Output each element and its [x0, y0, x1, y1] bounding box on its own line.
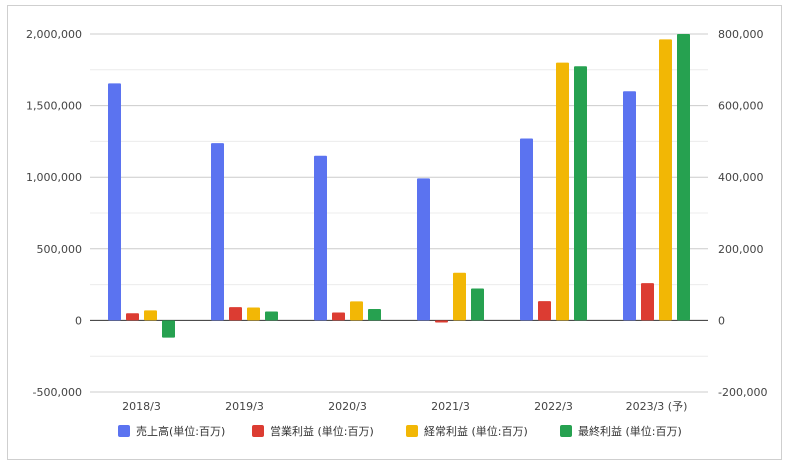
- legend-label: 売上高(単位:百万): [136, 424, 225, 438]
- bar: [623, 91, 636, 321]
- bar: [144, 310, 157, 321]
- legend-label: 経常利益 (単位:百万): [424, 424, 528, 438]
- left-tick-label: 1,500,000: [26, 100, 82, 113]
- bar: [229, 307, 242, 321]
- legend-swatch: [118, 425, 130, 437]
- right-tick-label: 200,000: [718, 243, 764, 256]
- left-axis: -500,000 0 500,000 1,000,000 1,500,000 2,000,…: [26, 28, 82, 399]
- right-tick-label: -200,000: [718, 386, 767, 399]
- x-tick-label: 2020/3: [328, 400, 367, 413]
- legend-swatch: [252, 425, 264, 437]
- left-tick-label: 500,000: [37, 243, 83, 256]
- bar: [556, 62, 569, 321]
- x-tick-label: 2019/3: [225, 400, 264, 413]
- bar: [108, 83, 121, 321]
- bar: [641, 283, 654, 321]
- legend-label: 営業利益 (単位:百万): [270, 424, 374, 438]
- legend-swatch: [560, 425, 572, 437]
- right-tick-label: 600,000: [718, 100, 764, 113]
- x-tick-label: 2018/3: [122, 400, 161, 413]
- gridlines: [90, 33, 708, 393]
- bar: [162, 320, 175, 338]
- chart-container: [7, 5, 782, 460]
- bar: [659, 39, 672, 321]
- x-tick-label: 2021/3: [431, 400, 470, 413]
- bar: [538, 301, 551, 321]
- bar: [435, 320, 448, 323]
- legend-label: 最終利益 (単位:百万): [578, 424, 682, 438]
- x-tick-label: 2022/3: [534, 400, 573, 413]
- bar: [350, 301, 363, 321]
- left-tick-label: -500,000: [33, 386, 82, 399]
- legend: 売上高(単位:百万) 営業利益 (単位:百万) 経常利益 (単位:百万) 最終利益 (…: [118, 424, 682, 438]
- bar: [677, 34, 690, 321]
- bar: [314, 155, 327, 321]
- bar: [332, 312, 345, 321]
- bar: [247, 307, 260, 321]
- left-tick-label: 2,000,000: [26, 28, 82, 41]
- legend-swatch: [406, 425, 418, 437]
- x-tick-label: 2023/3 (予): [626, 400, 688, 413]
- right-tick-label: 800,000: [718, 28, 764, 41]
- right-axis: -200,000 0 200,000 400,000 600,000 800,000: [718, 28, 767, 399]
- bar: [453, 272, 466, 321]
- right-tick-label: 400,000: [718, 171, 764, 184]
- bar: [211, 143, 224, 321]
- bars: [108, 34, 690, 338]
- bar: [574, 66, 587, 321]
- bar: [265, 311, 278, 321]
- x-axis: 2018/3 2019/3 2020/3 2021/3 2022/3 2023/3 (予): [122, 400, 687, 413]
- bar: [471, 288, 484, 321]
- bar: [368, 308, 381, 321]
- left-tick-label: 0: [75, 314, 82, 327]
- right-tick-label: 0: [718, 314, 725, 327]
- bar: [417, 178, 430, 321]
- bar: [126, 313, 139, 321]
- left-tick-label: 1,000,000: [26, 171, 82, 184]
- bar: [520, 138, 533, 321]
